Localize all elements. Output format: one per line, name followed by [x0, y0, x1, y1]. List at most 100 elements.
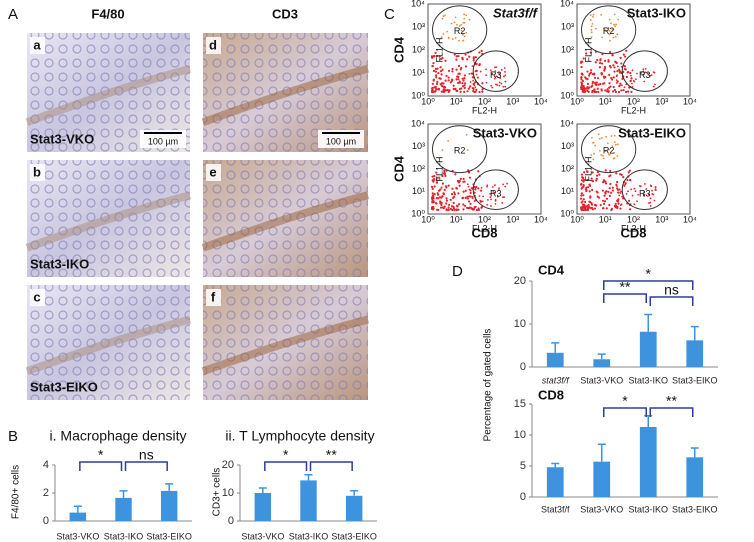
event-dot: [442, 90, 445, 94]
event-dot: [630, 77, 633, 80]
event-dot: [457, 203, 461, 206]
event-dot: [586, 82, 590, 85]
event-dot: [472, 59, 475, 62]
event-dot: [653, 199, 656, 202]
event-dot: [433, 185, 436, 188]
event-dot: [454, 37, 457, 39]
event-dot: [610, 135, 613, 137]
event-dot: [468, 188, 471, 191]
event-dot: [455, 55, 458, 58]
event-dot: [597, 90, 600, 94]
event-dot: [591, 90, 594, 94]
y-tick-label: 10: [514, 318, 526, 330]
flow-tick: 10³: [412, 21, 425, 31]
event-dot: [492, 191, 495, 193]
event-dot: [458, 184, 461, 187]
event-dot: [613, 151, 616, 154]
event-dot: [608, 18, 611, 21]
flow-tick: 10⁴: [683, 96, 697, 106]
event-dot: [612, 76, 615, 79]
event-dot: [582, 84, 585, 88]
error-bar: [165, 483, 174, 491]
event-dot: [633, 203, 636, 206]
event-dot: [442, 33, 445, 35]
flow-axis-label: CD8: [620, 225, 646, 240]
event-dot: [599, 59, 602, 62]
row-label: Stat3-IKO: [30, 256, 89, 271]
event-dot: [471, 76, 474, 79]
event-dot: [614, 206, 617, 209]
event-dot: [457, 39, 460, 42]
flow-tick: 10²: [627, 96, 640, 106]
flow-tick: 10⁴: [534, 96, 548, 106]
event-dot: [453, 208, 456, 212]
event-dot: [462, 21, 465, 24]
event-dot: [463, 13, 465, 16]
event-dot: [468, 195, 471, 198]
bar: [639, 426, 657, 497]
flow-tick: 10²: [561, 163, 574, 173]
event-dot: [434, 51, 437, 55]
event-dot: [587, 74, 591, 77]
event-dot: [474, 70, 477, 73]
event-dot: [471, 65, 474, 68]
event-dot: [491, 86, 494, 89]
event-dot: [431, 175, 434, 178]
flow-tick: 10²: [478, 96, 491, 106]
event-dot: [451, 67, 454, 71]
event-dot: [630, 188, 633, 191]
event-dot: [456, 89, 459, 92]
event-dot: [580, 194, 583, 197]
event-dot: [591, 72, 595, 76]
event-dot: [630, 90, 633, 93]
significance-bracket: [649, 407, 694, 417]
image-letter: c: [33, 289, 40, 304]
event-dot: [622, 176, 625, 179]
flow-channel: FL1-H: [583, 37, 593, 62]
event-dot: [457, 64, 461, 67]
event-dot: [589, 19, 592, 21]
event-dot: [434, 87, 438, 90]
event-dot: [482, 195, 485, 198]
event-dot: [628, 179, 632, 182]
event-dot: [608, 73, 611, 76]
event-dot: [463, 84, 466, 87]
event-dot: [439, 206, 443, 209]
event-dot: [605, 135, 608, 138]
significance-bracket: [264, 461, 308, 471]
flow-channel: FL2-H: [472, 223, 497, 233]
event-dot: [451, 70, 454, 73]
error-bar: [597, 353, 606, 360]
event-dot: [597, 133, 600, 136]
event-dot: [590, 85, 593, 88]
event-dot: [493, 77, 496, 80]
event-dot: [431, 197, 434, 200]
row-label: Stat3-EIKO: [30, 379, 98, 394]
event-dot: [458, 81, 461, 84]
event-dot: [601, 199, 605, 202]
event-dot: [604, 29, 606, 32]
event-dot: [491, 186, 494, 188]
event-dot: [437, 87, 441, 91]
event-dot: [582, 185, 585, 188]
event-dot: [435, 82, 439, 85]
event-dot: [447, 203, 451, 206]
significance-label: *: [622, 393, 628, 409]
image-letter-bg: [30, 289, 45, 306]
event-dot: [461, 57, 464, 60]
event-dot: [447, 76, 450, 79]
y-tick-label: 20: [514, 275, 526, 287]
event-dot: [481, 82, 484, 85]
event-dot: [596, 191, 599, 194]
event-dot: [580, 179, 584, 182]
event-dot: [452, 207, 455, 210]
event-dot: [498, 81, 501, 84]
event-dot: [596, 58, 599, 62]
event-dot: [441, 195, 444, 198]
event-dot: [580, 187, 583, 190]
event-dot: [450, 193, 454, 196]
event-dot: [614, 60, 617, 63]
event-dot: [650, 185, 653, 188]
x-tick-label: Stat3-IKO: [628, 504, 668, 514]
gate-label: R2: [454, 145, 466, 155]
